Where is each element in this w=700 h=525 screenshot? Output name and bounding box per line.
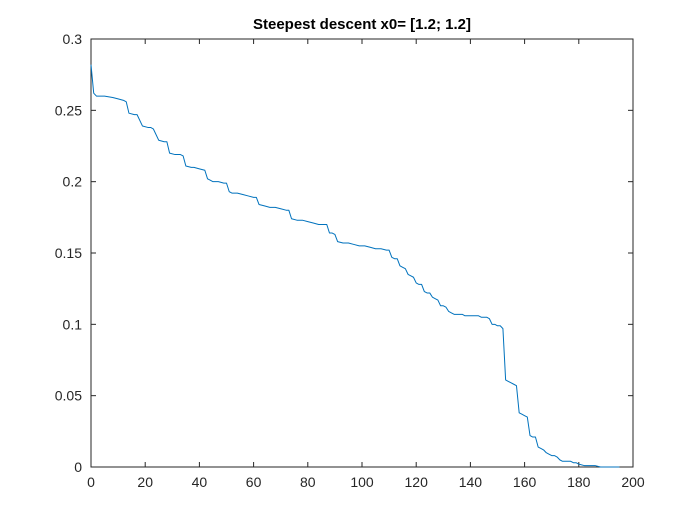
y-axis-tick-labels: 0 0.05 0.1 0.15 0.2 0.25 0.3	[55, 31, 82, 475]
y-axis-ticks	[91, 38, 633, 468]
y-tick-label-3: 0.15	[55, 245, 82, 261]
x-tick-label-7: 140	[459, 474, 483, 490]
x-tick-label-1: 20	[137, 474, 153, 490]
plot-area: 0 20 40 60 80 100 120 140 160 180 200 0 0.05 0.1 0.15…	[55, 31, 645, 490]
x-tick-label-0: 0	[87, 474, 95, 490]
y-tick-label-0: 0	[74, 459, 82, 475]
x-tick-label-4: 80	[300, 474, 316, 490]
y-tick-label-5: 0.25	[55, 102, 82, 118]
y-tick-label-2: 0.1	[63, 316, 83, 332]
y-tick-label-6: 0.3	[63, 31, 83, 47]
x-tick-label-3: 60	[246, 474, 262, 490]
x-tick-label-8: 160	[513, 474, 537, 490]
x-tick-label-10: 200	[621, 474, 645, 490]
x-tick-label-2: 40	[192, 474, 208, 490]
chart-title: Steepest descent x0= [1.2; 1.2]	[253, 16, 471, 33]
x-axis-ticks	[90, 39, 634, 467]
x-tick-label-9: 180	[567, 474, 591, 490]
x-tick-label-6: 120	[405, 474, 429, 490]
series-layer	[90, 64, 620, 468]
y-tick-label-1: 0.05	[55, 388, 82, 404]
x-tick-label-5: 100	[350, 474, 374, 490]
y-tick-label-4: 0.2	[63, 174, 83, 190]
x-axis-tick-labels: 0 20 40 60 80 100 120 140 160 180 200	[87, 474, 645, 490]
axes-box	[90, 38, 634, 468]
series-line-0	[90, 64, 620, 468]
